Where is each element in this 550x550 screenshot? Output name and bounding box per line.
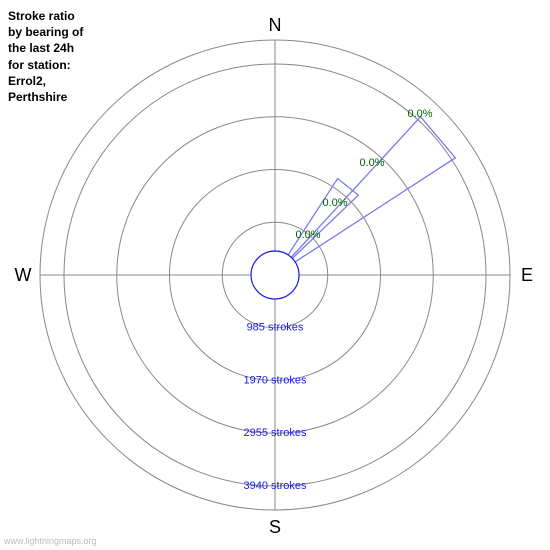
pct-label-3: 0.0% [407,108,432,120]
inner-hub [251,251,299,299]
pct-label-0: 0.0% [295,229,320,241]
compass-w: W [15,265,32,285]
pct-label-2: 0.0% [359,157,384,169]
polar-chart-container: { "title": "Stroke ratio\nby bearing of\… [0,0,550,550]
chart-title: Stroke ratio by bearing of the last 24h … [8,8,83,105]
ring-label-4: 3940 strokes [244,480,307,492]
compass-n: N [269,15,282,35]
petals-group [275,117,455,275]
attribution-text: www.lightningmaps.org [4,536,97,546]
compass-e: E [521,265,533,285]
ring-label-3: 2955 strokes [244,427,307,439]
petal-3 [275,117,455,275]
pct-label-1: 0.0% [322,197,347,209]
ring-label-1: 985 strokes [247,322,304,334]
ring-label-2: 1970 strokes [244,374,307,386]
compass-s: S [269,517,281,537]
